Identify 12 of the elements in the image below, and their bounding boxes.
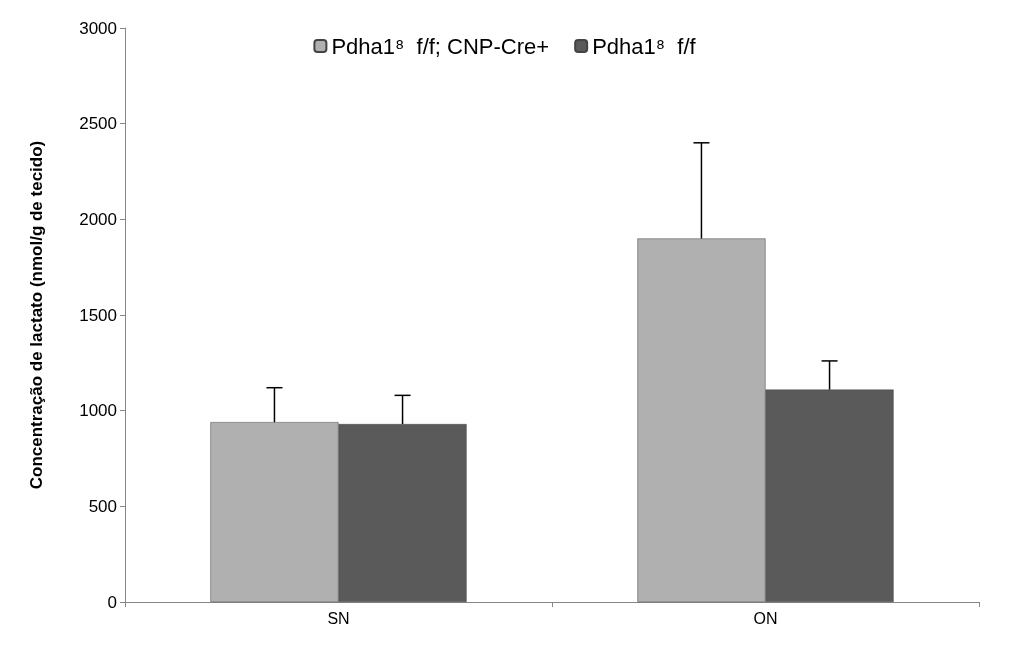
y-tick-label: 500 xyxy=(88,496,117,516)
y-tick-label: 3000 xyxy=(79,18,117,38)
x-tick-label: SN xyxy=(327,609,350,627)
y-tick-label: 0 xyxy=(107,592,117,612)
legend-label: Pdha1⁸ f/f; CNP-Cre+ xyxy=(331,33,550,59)
y-tick-label: 2500 xyxy=(79,114,117,134)
y-axis-title: Concentração de lactato (nmol/g de tecido) xyxy=(27,140,46,490)
legend-label: Pdha1⁸ f/f xyxy=(592,33,697,59)
x-tick-label: ON xyxy=(753,609,778,627)
y-tick-label: 2000 xyxy=(79,209,117,229)
y-tick-label: 1500 xyxy=(79,305,117,325)
y-tick-label: 1000 xyxy=(79,401,117,421)
